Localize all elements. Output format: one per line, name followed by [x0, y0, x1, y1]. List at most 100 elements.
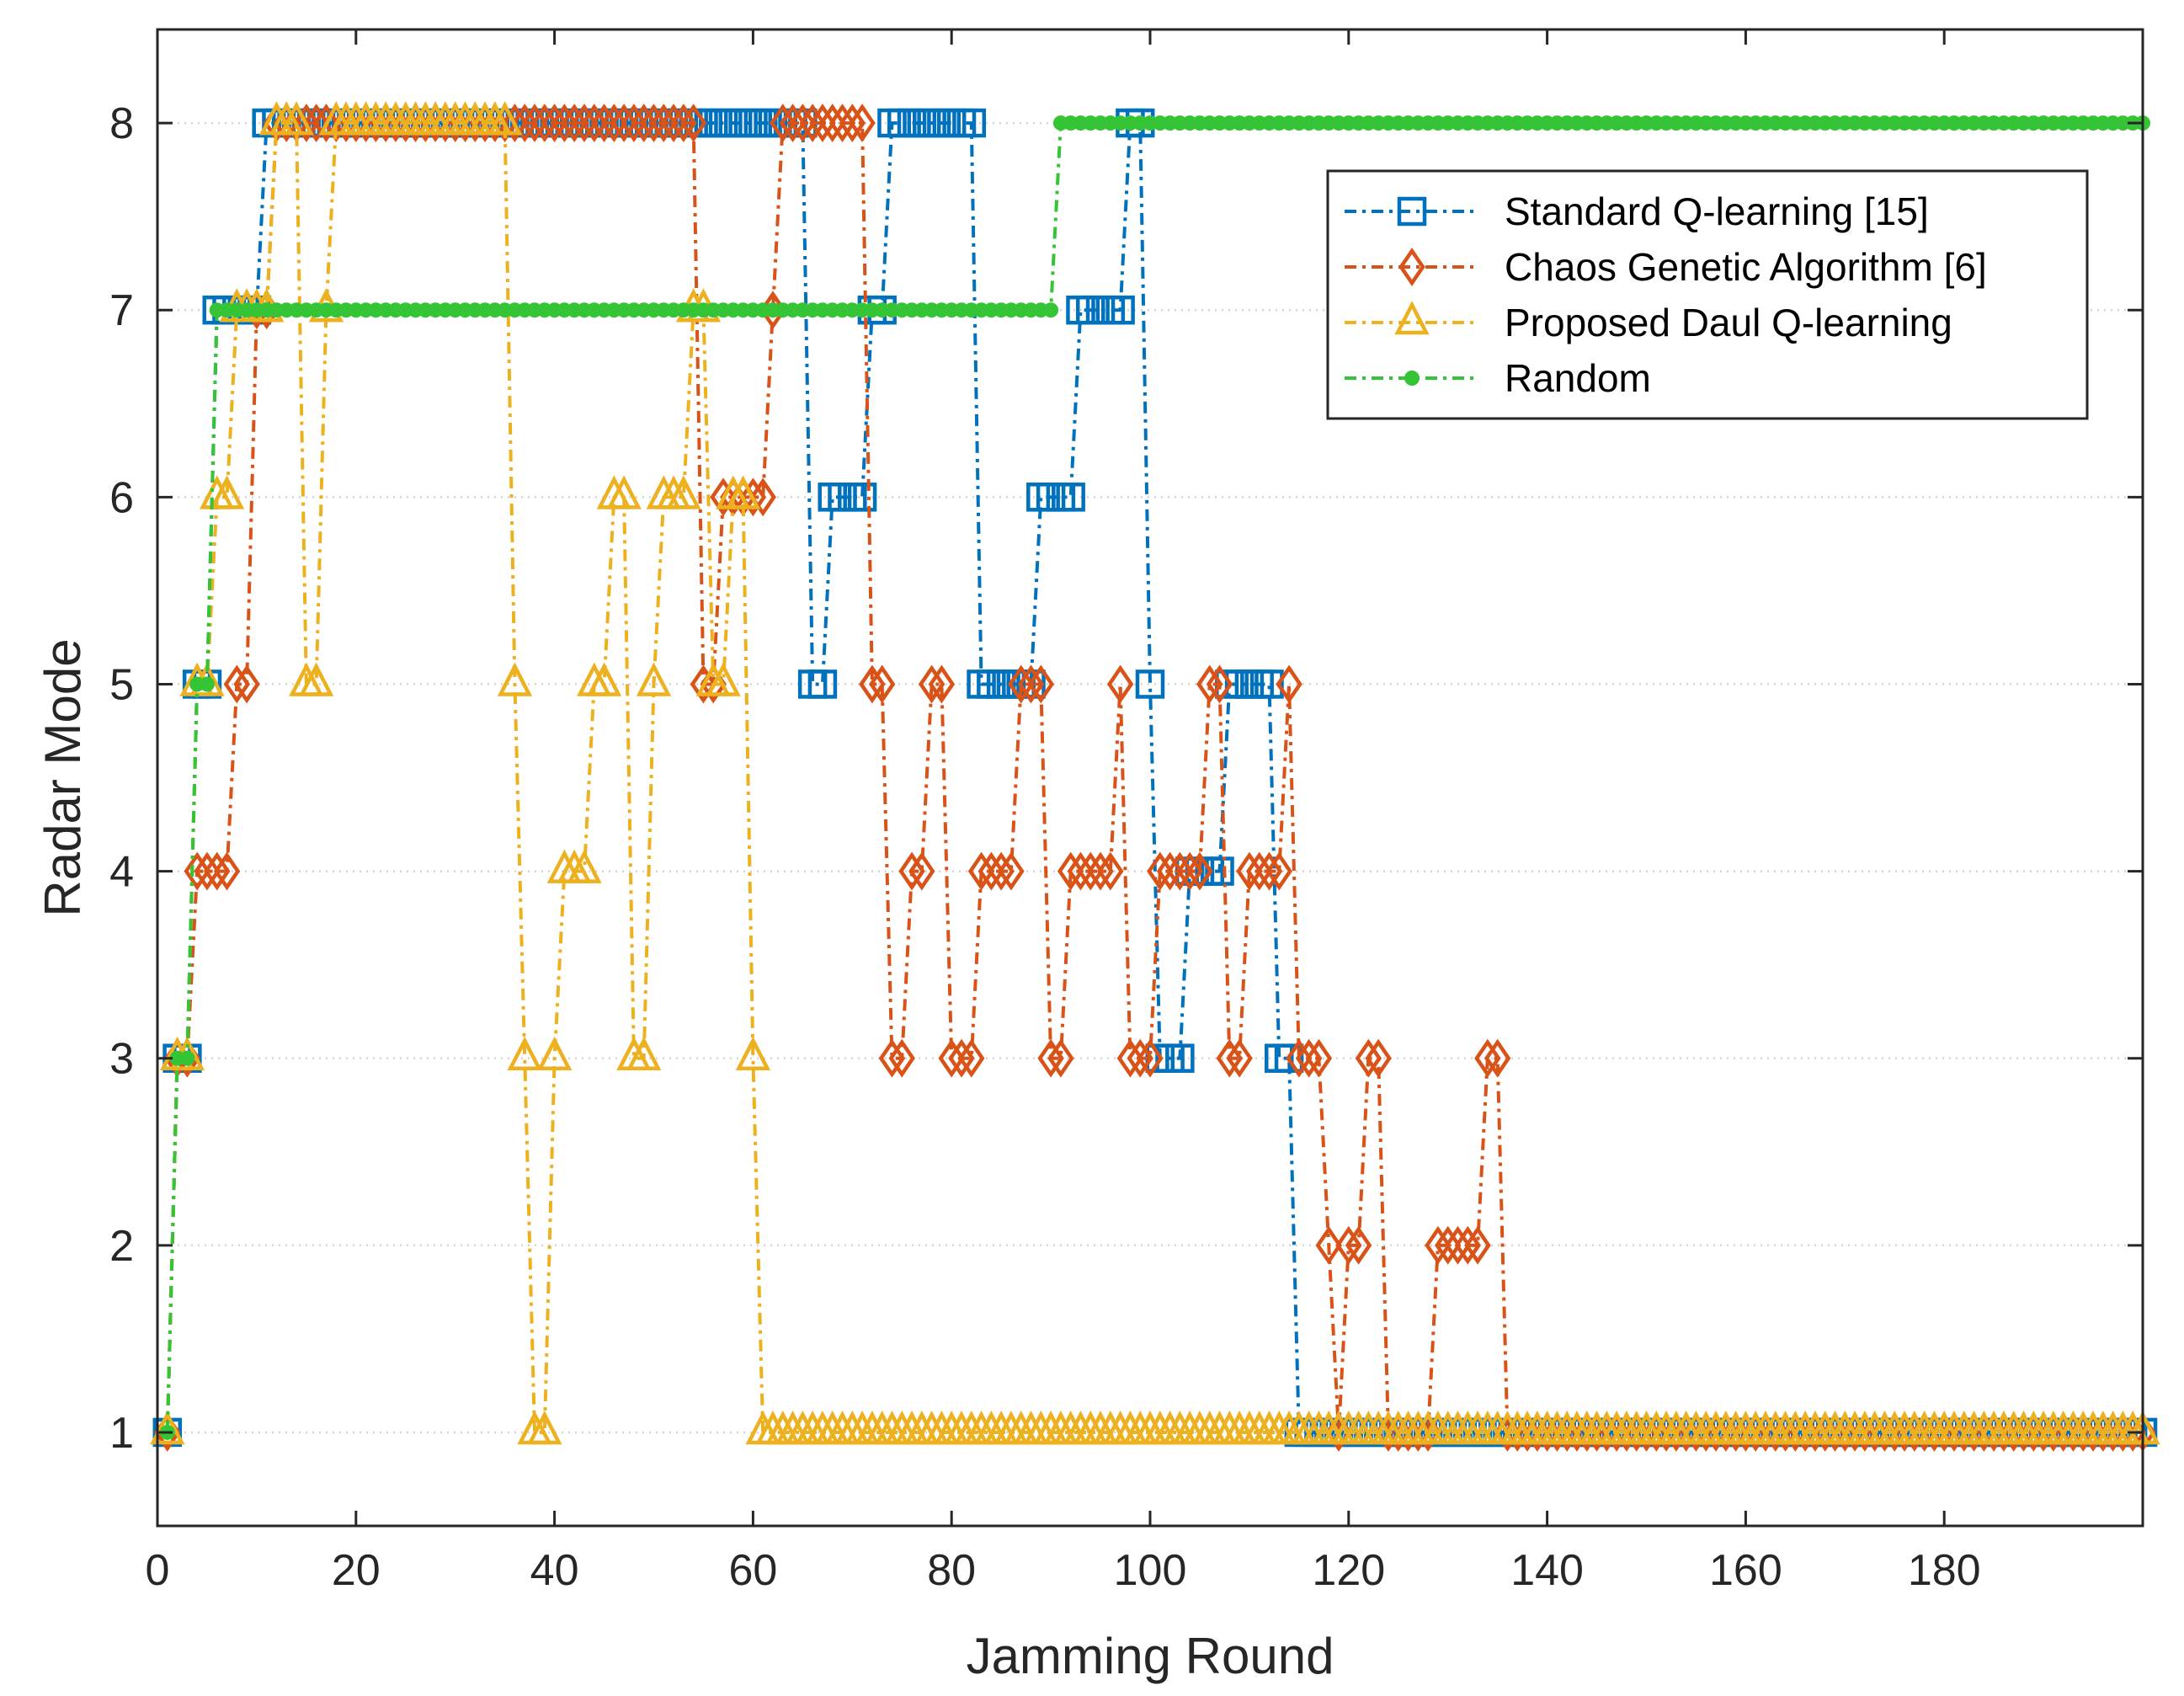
data-point-chaos-genetic-algorithm — [1116, 1038, 1144, 1078]
data-point-proposed-daul-q-learning — [735, 1036, 771, 1070]
data-point-standard-q-learning — [956, 108, 987, 138]
data-point-chaos-genetic-algorithm — [1425, 1225, 1452, 1265]
y-tick-label: 7 — [109, 286, 134, 335]
data-point-chaos-genetic-algorithm — [650, 104, 678, 143]
data-point-chaos-genetic-algorithm — [293, 104, 320, 143]
data-point-chaos-genetic-algorithm — [1305, 1038, 1333, 1078]
data-point-proposed-daul-q-learning — [209, 475, 245, 509]
data-point-chaos-genetic-algorithm — [1345, 1225, 1372, 1265]
data-point-standard-q-learning — [1274, 1043, 1304, 1073]
legend-label-standard-q-learning: Standard Q-learning [15] — [1505, 189, 1929, 233]
data-point-chaos-genetic-algorithm — [679, 104, 707, 143]
data-point-chaos-genetic-algorithm — [1156, 851, 1184, 891]
data-point-chaos-genetic-algorithm — [1147, 851, 1174, 891]
data-point-chaos-genetic-algorithm — [1176, 851, 1203, 891]
data-point-chaos-genetic-algorithm — [590, 104, 618, 143]
y-tick-label: 5 — [109, 660, 134, 709]
data-point-proposed-daul-q-learning — [536, 1036, 573, 1070]
data-point-standard-q-learning — [1056, 483, 1085, 512]
data-point-chaos-genetic-algorithm — [1087, 851, 1114, 891]
legend-item-proposed-daul-q-learning: Proposed Daul Q-learning — [1345, 301, 1952, 344]
x-tick-label: 120 — [1312, 1546, 1385, 1595]
data-point-random — [1043, 302, 1059, 318]
data-point-chaos-genetic-algorithm — [600, 104, 628, 143]
data-point-chaos-genetic-algorithm — [1137, 1038, 1164, 1078]
data-point-chaos-genetic-algorithm — [1286, 1038, 1313, 1078]
x-tick-label: 60 — [728, 1546, 777, 1595]
data-point-chaos-genetic-algorithm — [302, 104, 330, 143]
series-group — [150, 101, 2160, 1452]
x-tick-label: 80 — [927, 1546, 976, 1595]
data-point-chaos-genetic-algorithm — [621, 104, 647, 143]
legend-marker-chaos-genetic-algorithm — [1398, 248, 1425, 286]
data-point-chaos-genetic-algorithm — [1295, 1038, 1323, 1078]
data-point-chaos-genetic-algorithm — [630, 104, 658, 143]
x-tick-label: 100 — [1114, 1546, 1187, 1595]
data-point-chaos-genetic-algorithm — [898, 851, 925, 891]
data-point-chaos-genetic-algorithm — [1365, 1038, 1392, 1078]
data-point-chaos-genetic-algorithm — [1047, 1038, 1074, 1078]
data-point-chaos-genetic-algorithm — [938, 1038, 965, 1078]
x-tick-label: 160 — [1709, 1546, 1782, 1595]
data-point-chaos-genetic-algorithm — [739, 477, 767, 517]
legend-marker-random — [1404, 371, 1420, 386]
series-random — [159, 115, 2150, 1440]
data-point-chaos-genetic-algorithm — [977, 851, 1005, 891]
data-point-proposed-daul-q-learning — [606, 475, 642, 509]
y-tick-label: 2 — [109, 1222, 134, 1271]
legend-item-standard-q-learning: Standard Q-learning [15] — [1345, 189, 1929, 233]
data-point-chaos-genetic-algorithm — [908, 851, 935, 891]
data-point-chaos-genetic-algorithm — [1127, 1038, 1153, 1078]
data-point-chaos-genetic-algorithm — [660, 104, 687, 143]
y-tick-label: 4 — [109, 848, 134, 897]
x-tick-label: 20 — [332, 1546, 381, 1595]
y-tick-label: 8 — [109, 99, 134, 148]
data-point-chaos-genetic-algorithm — [749, 477, 776, 517]
x-tick-label: 180 — [1908, 1546, 1981, 1595]
data-point-proposed-daul-q-learning — [150, 1411, 185, 1445]
data-point-standard-q-learning — [1254, 669, 1284, 699]
data-point-chaos-genetic-algorithm — [948, 1038, 975, 1078]
x-tick-label: 140 — [1510, 1546, 1584, 1595]
data-point-chaos-genetic-algorithm — [521, 104, 548, 143]
data-point-chaos-genetic-algorithm — [770, 104, 796, 143]
data-point-chaos-genetic-algorithm — [988, 851, 1015, 891]
data-point-chaos-genetic-algorithm — [998, 851, 1025, 891]
data-point-chaos-genetic-algorithm — [1315, 1225, 1342, 1265]
data-point-chaos-genetic-algorithm — [1077, 851, 1104, 891]
data-point-chaos-genetic-algorithm — [511, 104, 538, 143]
data-point-chaos-genetic-algorithm — [818, 104, 846, 143]
data-point-random — [179, 1050, 195, 1066]
data-point-chaos-genetic-algorithm — [967, 851, 995, 891]
data-point-chaos-genetic-algorithm — [501, 104, 529, 143]
legend-label-chaos-genetic-algorithm: Chaos Genetic Algorithm [6] — [1505, 245, 1987, 289]
data-point-chaos-genetic-algorithm — [1186, 851, 1213, 891]
data-point-random — [199, 676, 215, 692]
y-axis-title: Radar Mode — [35, 638, 91, 916]
data-point-chaos-genetic-algorithm — [1236, 851, 1263, 891]
data-point-chaos-genetic-algorithm — [1265, 851, 1292, 891]
data-point-chaos-genetic-algorithm — [1196, 664, 1223, 704]
data-point-chaos-genetic-algorithm — [779, 104, 807, 143]
data-point-chaos-genetic-algorithm — [531, 104, 558, 143]
data-point-chaos-genetic-algorithm — [1027, 664, 1055, 704]
data-point-chaos-genetic-algorithm — [551, 104, 578, 143]
data-point-standard-q-learning — [1165, 1043, 1195, 1073]
data-point-proposed-daul-q-learning — [298, 662, 334, 696]
x-axis-title: Jamming Round — [967, 1628, 1334, 1684]
data-point-chaos-genetic-algorithm — [312, 104, 340, 143]
legend-label-proposed-daul-q-learning: Proposed Daul Q-learning — [1505, 301, 1952, 344]
data-point-chaos-genetic-algorithm — [849, 104, 876, 143]
legend-marker-standard-q-learning — [1397, 196, 1427, 227]
y-tick-label: 1 — [109, 1409, 134, 1458]
data-point-chaos-genetic-algorithm — [223, 664, 251, 704]
data-point-chaos-genetic-algorithm — [640, 104, 668, 143]
data-point-chaos-genetic-algorithm — [1335, 1225, 1362, 1265]
y-tick-label: 6 — [109, 473, 134, 522]
data-point-chaos-genetic-algorithm — [1454, 1225, 1482, 1265]
data-point-chaos-genetic-algorithm — [194, 851, 221, 891]
data-point-chaos-genetic-algorithm — [1474, 1038, 1501, 1078]
x-tick-label: 0 — [146, 1546, 170, 1595]
data-point-chaos-genetic-algorithm — [789, 104, 817, 143]
legend-marker-proposed-daul-q-learning — [1394, 301, 1430, 335]
